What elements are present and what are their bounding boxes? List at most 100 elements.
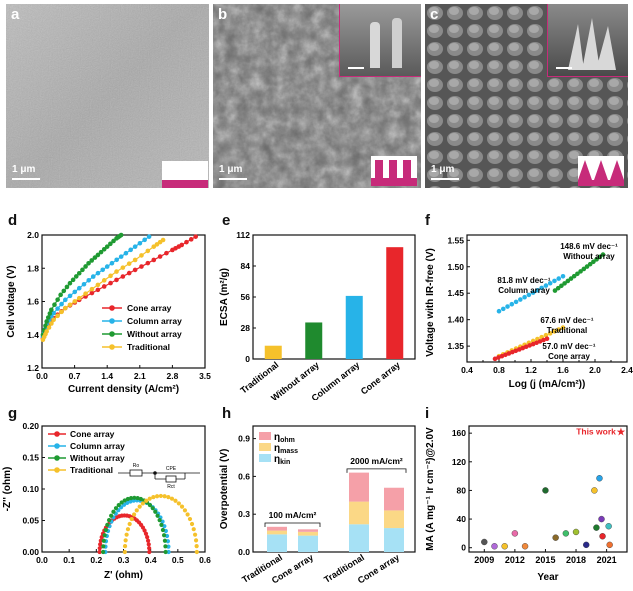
data-point [45, 315, 51, 320]
data-point-traditional [176, 501, 181, 506]
data-point-column-array [556, 276, 562, 281]
data-point [132, 267, 138, 273]
data-point-column-array [513, 299, 519, 305]
data-point [108, 280, 113, 286]
data-point [61, 288, 67, 294]
slope-annotation: 81.8 mV dec⁻¹ [497, 276, 550, 285]
data-point [104, 264, 110, 269]
data-point-column-array [500, 306, 506, 312]
data-point-column-array [522, 294, 527, 300]
y-axis-f-tick-label: 1.35 [447, 341, 464, 351]
legend-marker [109, 305, 115, 311]
data-point [118, 254, 124, 259]
data-point-traditional [182, 508, 188, 513]
data-point [72, 299, 78, 304]
data-point-without-array [153, 509, 158, 514]
data-point-without-array [559, 283, 564, 289]
data-point [55, 297, 60, 302]
data-point-traditional [137, 504, 142, 509]
data-point-without-array [138, 496, 143, 502]
data-point-literature [605, 523, 612, 530]
data-point [109, 260, 115, 266]
x-axis-d-tick-label: 1.4 [101, 371, 113, 381]
data-point-traditional [124, 532, 129, 537]
legend-marker [109, 344, 115, 350]
legend-label-main: η [274, 454, 280, 465]
data-point-cone-array [147, 549, 152, 555]
data-point [62, 297, 68, 303]
x-axis-f-tick-label: 0.4 [461, 365, 473, 375]
data-point-traditional [552, 329, 557, 334]
data-point [120, 265, 126, 270]
group-bracket [346, 468, 407, 473]
data-point-cone-array [145, 535, 150, 540]
panel-label-a: a [11, 6, 20, 23]
legend-marker [109, 331, 115, 337]
x-axis-f-tick-label: 0.8 [493, 365, 505, 375]
stacked-bar-segment [349, 524, 369, 552]
data-point-traditional [127, 521, 132, 527]
data-point [184, 239, 189, 245]
legend-label: Without array [127, 329, 182, 339]
data-point-column-array [518, 297, 523, 302]
group-label: 100 mA/cm² [269, 510, 317, 520]
data-point-column-array [560, 273, 566, 279]
data-point [51, 310, 56, 316]
stacked-bar-segment [349, 501, 369, 525]
data-point [92, 255, 98, 260]
data-point [146, 234, 152, 239]
x-axis-label: Year [537, 572, 558, 583]
legend-label: Without array [70, 453, 125, 463]
data-point-column-array [547, 280, 553, 286]
data-point-without-array [594, 257, 599, 262]
y-axis-label: -Z'' (ohm) [2, 467, 13, 512]
slope-annotation: Without array [563, 252, 615, 261]
data-point-cone-array [513, 348, 519, 354]
scale-bar-label-c: 1 μm [431, 164, 455, 175]
data-point-literature [598, 515, 605, 523]
y-axis-label: MA (A mg⁻¹ Ir cm⁻²)@2.0V [425, 427, 436, 551]
y-axis-g-tick-label: 0.00 [22, 547, 39, 557]
y-axis-h-tick-label: 0.3 [238, 509, 250, 519]
chart-d-voltage-current: 0.0 0.7 1.4 2.1 2.8 3.5 1.2 1.4 1.6 1.8 2.0 Current… [6, 230, 211, 395]
data-point-without-array [106, 518, 112, 523]
x-axis-g-tick-label: 0.1 [63, 555, 75, 565]
group-bracket [264, 522, 321, 528]
data-point [76, 270, 82, 276]
data-point [188, 237, 194, 242]
data-point [142, 237, 147, 243]
data-point-traditional [560, 325, 566, 330]
data-point [128, 247, 133, 253]
data-point-cone-array [534, 340, 539, 346]
data-point [120, 274, 126, 279]
data-point [72, 289, 78, 295]
legend-label-main: η [274, 432, 280, 443]
legend-label: Column array [127, 316, 182, 326]
data-point-traditional [140, 501, 145, 506]
data-point [108, 241, 113, 247]
x-axis-g-tick-label: 0.4 [145, 555, 157, 565]
x-axis-f-tick-label: 2.0 [589, 365, 601, 375]
stacked-bar-segment [298, 531, 318, 536]
data-point [44, 329, 49, 334]
data-point-column-array [496, 308, 502, 314]
data-point [70, 277, 76, 283]
data-point-traditional [547, 331, 553, 336]
data-point [108, 273, 113, 279]
data-point-without-array [562, 281, 567, 286]
y-axis-e-tick-label: 56 [241, 292, 251, 302]
legend-swatch [259, 432, 271, 440]
circuit-label: Ro [133, 463, 140, 469]
y-axis-i-tick-label: 80 [457, 485, 467, 495]
y-axis-label: Overpotential (V) [219, 449, 230, 530]
data-point-literature [481, 538, 488, 546]
data-point-traditional [154, 494, 160, 499]
data-point [95, 282, 101, 288]
data-point-literature [583, 541, 590, 549]
slope-annotation: 57.0 mV dec⁻¹ [542, 342, 595, 351]
data-point-cone-array [527, 343, 532, 348]
data-point-literature [572, 528, 580, 536]
data-point-without-array [101, 538, 106, 543]
y-axis-label: Voltage with IR-free (V) [425, 248, 436, 357]
chart-f-tafel: 0.4 0.8 1.2 1.6 2.0 2.4 1.35 1.40 1.45 1.50 1.55 Lo… [425, 234, 633, 390]
